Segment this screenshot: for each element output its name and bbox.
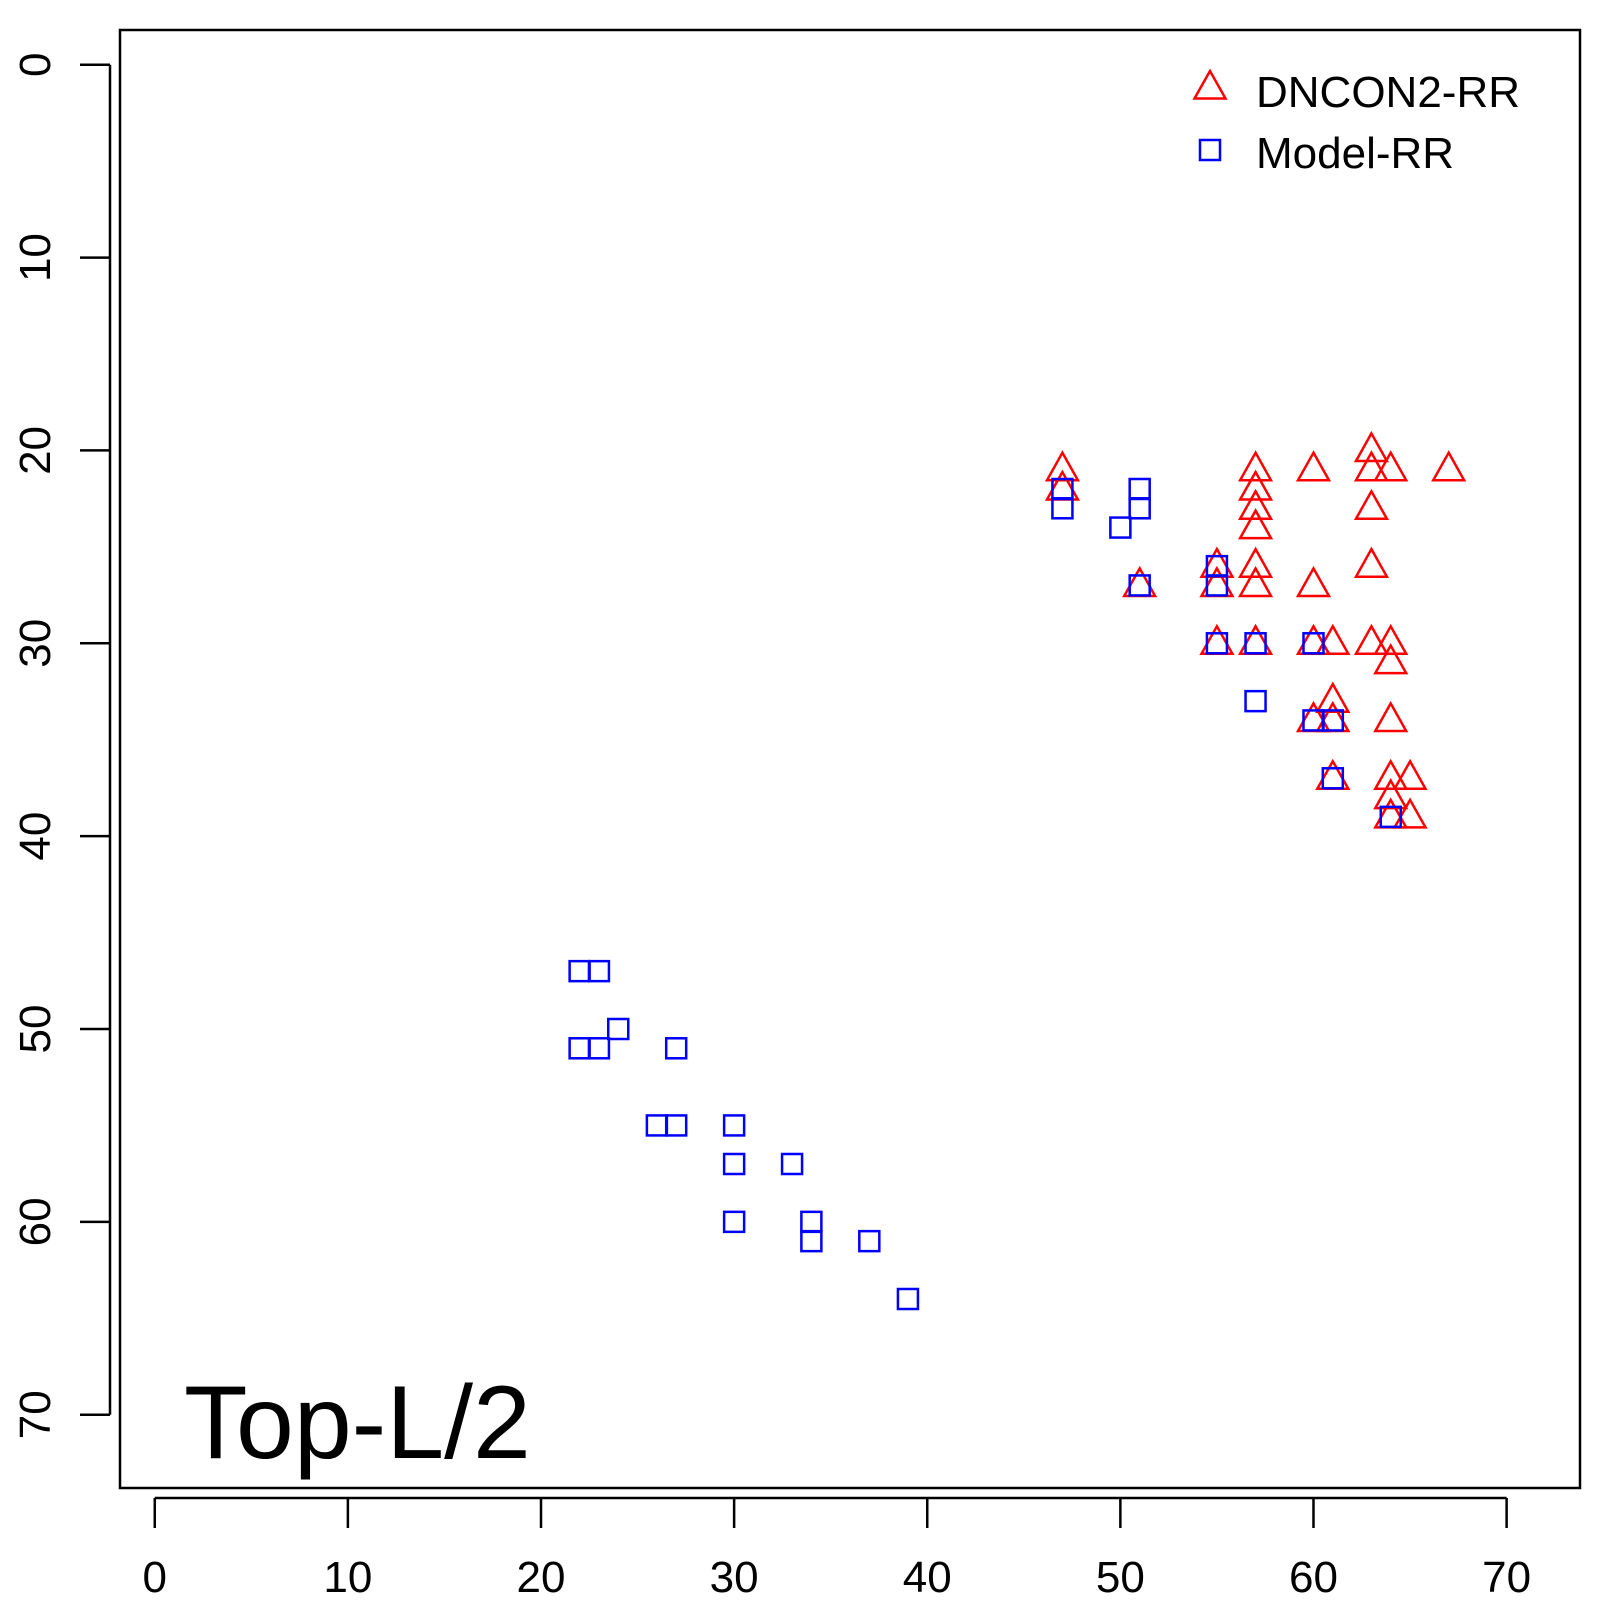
data-point-square — [858, 1229, 881, 1253]
data-point-triangle — [1315, 623, 1351, 656]
y-tick-label: 40 — [11, 812, 60, 861]
x-tick-label: 10 — [323, 1553, 372, 1600]
data-point-triangle — [1373, 623, 1409, 656]
data-point-square — [780, 1152, 804, 1176]
points-layer — [568, 430, 1467, 1311]
data-point-square — [1379, 805, 1402, 829]
series-model-rr — [568, 477, 1402, 1311]
data-point-triangle — [1373, 643, 1409, 675]
data-point-square — [722, 1210, 746, 1234]
legend-triangle-icon — [1192, 68, 1228, 100]
data-point-square — [1321, 709, 1345, 732]
data-point-triangle — [1044, 450, 1081, 482]
data-point-triangle — [1431, 450, 1467, 482]
data-point-triangle — [1237, 546, 1274, 578]
legend: DNCON2-RR Model-RR — [1192, 68, 1520, 178]
data-point-triangle — [1392, 758, 1428, 791]
legend-marker-dncon2-rr — [1192, 68, 1228, 100]
x-tick-label: 70 — [1482, 1553, 1531, 1600]
data-point-square — [1205, 574, 1229, 597]
y-tick-label: 30 — [11, 619, 60, 668]
data-point-triangle — [1353, 450, 1390, 482]
data-point-triangle — [1373, 450, 1409, 482]
data-point-square — [1244, 689, 1267, 713]
x-tick-label: 30 — [710, 1553, 759, 1600]
y-tick-label: 20 — [11, 426, 60, 475]
data-point-square — [1205, 632, 1229, 655]
data-point-square — [896, 1287, 920, 1311]
data-point-square — [587, 1037, 611, 1060]
data-point-triangle — [1237, 565, 1274, 598]
legend-square-icon — [1198, 138, 1222, 162]
data-point-square — [722, 1114, 746, 1137]
plot-frame — [118, 28, 1582, 1490]
legend-marker-model-rr — [1198, 138, 1222, 162]
data-point-triangle — [1237, 508, 1274, 540]
axes-layer: 0 10 20 30 40 50 60 70 0 10 20 30 40 50 60 70 — [11, 52, 1531, 1602]
data-point-triangle — [1237, 450, 1274, 482]
y-tick-label: 0 — [11, 52, 60, 76]
data-point-square — [1109, 516, 1132, 539]
x-tick-label: 20 — [517, 1553, 566, 1600]
data-point-square — [1128, 497, 1151, 520]
data-point-square — [1244, 632, 1267, 655]
y-tick-label: 60 — [11, 1197, 60, 1246]
x-tick-label: 50 — [1096, 1553, 1145, 1600]
legend-label-model-rr: Model-RR — [1256, 129, 1454, 178]
data-point-square — [664, 1037, 688, 1060]
data-point-triangle — [1392, 797, 1428, 829]
y-tick-label: 70 — [11, 1390, 60, 1439]
data-point-square — [607, 1017, 630, 1041]
data-point-triangle — [1353, 430, 1390, 463]
data-point-square — [1128, 574, 1151, 597]
data-point-triangle — [1373, 700, 1409, 733]
data-point-triangle — [1353, 488, 1390, 521]
data-point-square — [800, 1229, 823, 1253]
data-point-square — [1321, 767, 1345, 790]
panel-label: Top-L/2 — [184, 1365, 531, 1481]
data-point-triangle — [1373, 758, 1409, 791]
y-tick-label: 50 — [11, 1005, 60, 1054]
data-point-triangle — [1315, 681, 1351, 713]
data-point-triangle — [1295, 565, 1332, 598]
legend-label-dncon2-rr: DNCON2-RR — [1256, 68, 1520, 117]
data-point-triangle — [1353, 623, 1390, 656]
data-point-triangle — [1237, 488, 1274, 521]
x-tick-label: 0 — [143, 1553, 167, 1600]
data-point-square — [1302, 632, 1325, 655]
data-point-triangle — [1353, 546, 1390, 578]
x-tick-label: 40 — [903, 1553, 952, 1600]
data-point-triangle — [1237, 469, 1274, 501]
data-point-triangle — [1295, 450, 1332, 482]
data-point-square — [722, 1152, 746, 1176]
x-tick-label: 60 — [1289, 1553, 1338, 1600]
y-tick-label: 10 — [11, 233, 60, 282]
data-point-square — [587, 959, 611, 983]
data-point-square — [1051, 497, 1074, 520]
data-point-square — [664, 1114, 688, 1137]
